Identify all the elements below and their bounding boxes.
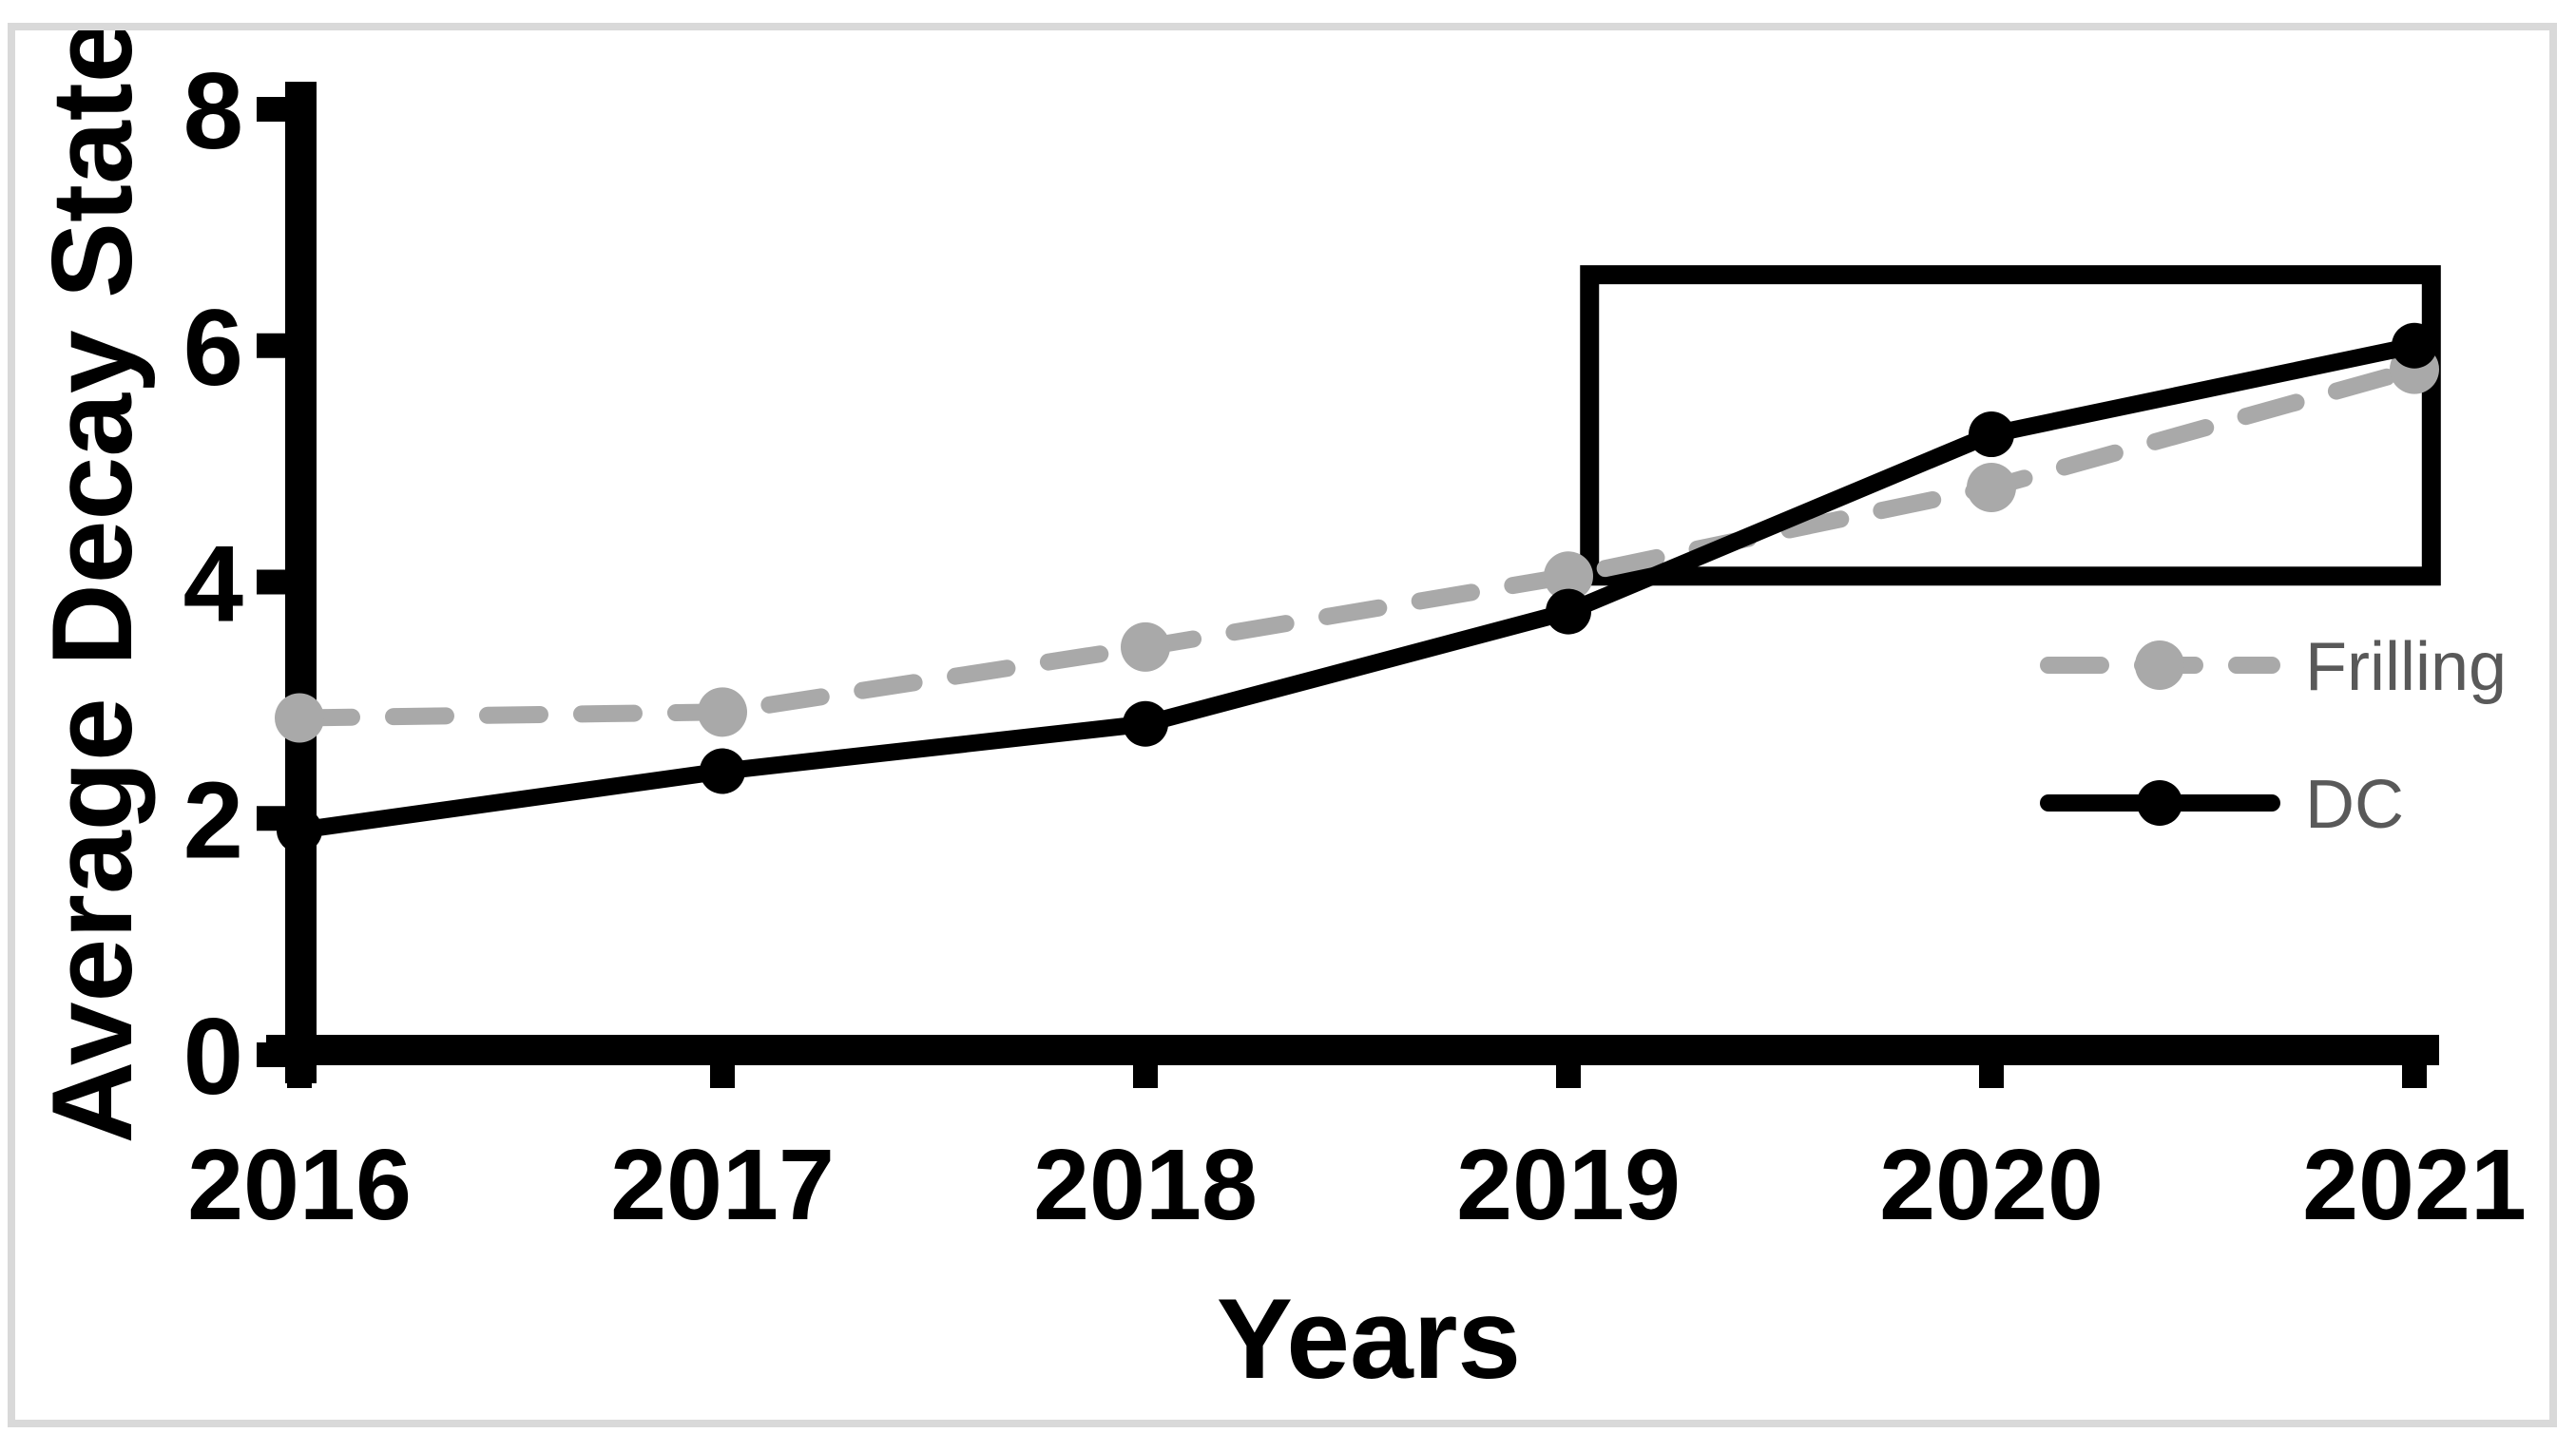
marker-frilling-2017 (698, 687, 747, 737)
y-axis-title: Average Decay State (29, 20, 156, 1144)
x-tick-2018 (1133, 1050, 1158, 1088)
x-axis-title: Years (1217, 1275, 1521, 1403)
y-tick-4 (257, 569, 298, 595)
marker-dc-2017 (700, 748, 745, 794)
legend-frilling-label: Frilling (2305, 629, 2507, 705)
y-tick-label-0: 0 (183, 997, 243, 1118)
marker-dc-2020 (1969, 411, 2014, 458)
y-tick-label-6: 6 (183, 288, 243, 409)
marker-frilling-2016 (275, 693, 324, 743)
legend: Frilling DC (2040, 629, 2507, 843)
marker-dc-2019 (1546, 588, 1591, 635)
y-tick-label-8: 8 (183, 51, 243, 172)
x-tick-label-2021: 2021 (2302, 1129, 2527, 1241)
x-tick-label-2019: 2019 (1456, 1129, 1681, 1241)
series-line-frilling (291, 360, 2423, 727)
x-tick-label-2018: 2018 (1033, 1129, 1258, 1241)
y-tick-label-2: 2 (183, 760, 243, 881)
y-tick-8 (257, 97, 298, 122)
marker-frilling-2020 (1967, 463, 2016, 512)
x-tick-label-2016: 2016 (187, 1129, 412, 1241)
legend-dc-marker (2137, 780, 2182, 826)
chart-generated-layer: 0 2 4 6 8 2016 2017 2018 2019 2020 2021 (183, 51, 2527, 1241)
x-tick-2021 (2402, 1050, 2427, 1088)
legend-dc-label: DC (2305, 767, 2404, 843)
x-tick-2016 (287, 1050, 312, 1088)
marker-frilling-2018 (1121, 621, 1170, 672)
x-tick-2020 (1979, 1050, 2004, 1088)
y-tick-6 (257, 333, 298, 358)
series-line-dc (291, 336, 2423, 839)
marker-dc-2021 (2392, 322, 2437, 369)
legend-frilling-marker (2135, 640, 2184, 690)
x-tick-2017 (710, 1050, 735, 1088)
marker-frilling-2019 (1544, 551, 1593, 602)
x-tick-label-2020: 2020 (1879, 1129, 2104, 1241)
marker-dc-2018 (1123, 700, 1168, 747)
highlight-box (1580, 265, 2441, 586)
marker-dc-2016 (277, 807, 322, 853)
y-tick-label-4: 4 (183, 525, 243, 645)
x-axis-line (266, 1035, 2439, 1065)
x-tick-2019 (1556, 1050, 1581, 1088)
x-tick-label-2017: 2017 (610, 1129, 835, 1241)
